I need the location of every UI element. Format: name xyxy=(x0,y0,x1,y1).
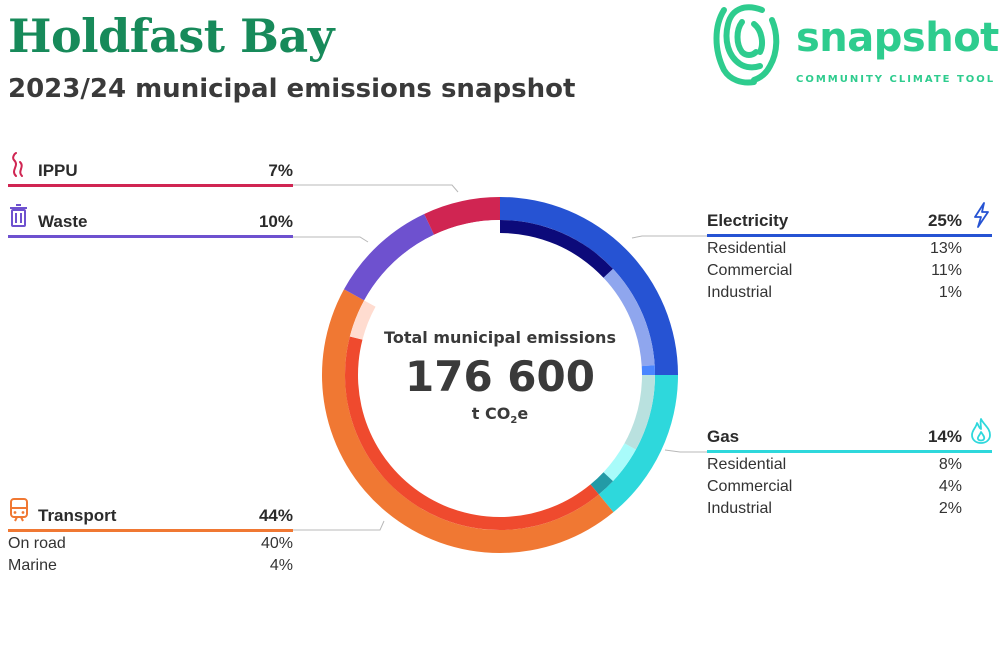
logo-tagline: COMMUNITY CLIMATE TOOL xyxy=(796,74,996,85)
fingerprint-icon xyxy=(713,4,780,86)
leader-line-electricity xyxy=(631,235,707,239)
donut-subslice-gas-commercial xyxy=(603,443,636,482)
leader-line-gas xyxy=(664,449,707,453)
category-electricity: Electricity 25% Residential 13% Commerci… xyxy=(707,202,992,303)
subcategory-name: Commercial xyxy=(707,478,793,495)
trash-icon xyxy=(10,204,27,227)
category-percent: 14% xyxy=(927,427,962,446)
donut-slice-waste xyxy=(344,213,435,301)
category-percent: 25% xyxy=(927,211,962,230)
category-percent: 10% xyxy=(258,212,293,231)
category-ippu: IPPU 7% xyxy=(8,152,293,187)
donut-subslice-transport-marine xyxy=(349,300,376,340)
subcategory-row: Industrial 2% xyxy=(707,497,962,519)
leader-line-waste xyxy=(293,236,369,243)
category-name: Electricity xyxy=(707,211,789,230)
donut-subslice-electricity-residential xyxy=(500,220,613,278)
page-subtitle: 2023/24 municipal emissions snapshot xyxy=(8,74,576,104)
donut-subslice-electricity-industrial xyxy=(641,365,655,375)
subcategory-row: Marine 4% xyxy=(8,554,293,576)
subcategory-percent: 13% xyxy=(929,240,962,257)
subcategory-name: Residential xyxy=(707,456,787,473)
smoke-icon xyxy=(12,152,23,177)
subcategory-row: On road 40% xyxy=(8,532,293,554)
flame-icon xyxy=(971,418,991,444)
subcategory-percent: 4% xyxy=(269,557,293,574)
subcategory-name: Residential xyxy=(707,240,787,257)
leader-line-ippu xyxy=(293,184,459,193)
subcategory-percent: 2% xyxy=(938,500,962,517)
donut-slice-gas xyxy=(598,375,678,513)
subcategory-name: On road xyxy=(8,535,66,552)
donut-slice-electricity xyxy=(500,197,678,375)
logo-wordmark: snapshot xyxy=(796,15,999,61)
subcategory-row: Commercial 4% xyxy=(707,475,962,497)
category-name: Waste xyxy=(38,212,88,231)
page-title: Holdfast Bay xyxy=(8,9,334,63)
subcategory-percent: 11% xyxy=(931,262,962,279)
category-waste: Waste 10% xyxy=(8,204,293,238)
category-name: Transport xyxy=(38,506,117,525)
center-label: Total municipal emissions xyxy=(384,328,616,347)
donut-inner-blank-ippu xyxy=(434,220,500,247)
donut-subslice-transport-on-road xyxy=(344,336,599,531)
subcategory-percent: 8% xyxy=(938,456,962,473)
subcategory-percent: 40% xyxy=(260,535,293,552)
subcategory-percent: 1% xyxy=(938,284,962,301)
subcategory-row: Residential 13% xyxy=(707,237,962,259)
donut-subslice-electricity-commercial xyxy=(603,268,655,367)
donut-inner-blank-waste xyxy=(364,234,440,307)
subcategory-row: Residential 8% xyxy=(707,453,962,475)
subcategory-row: Commercial 11% xyxy=(707,259,962,281)
center-total-value: 176 600 xyxy=(405,352,595,401)
category-name: Gas xyxy=(707,427,740,446)
subcategory-name: Commercial xyxy=(707,262,793,279)
subcategory-name: Industrial xyxy=(707,500,772,517)
train-icon xyxy=(10,498,28,522)
lightning-icon xyxy=(974,202,989,228)
subcategory-row: Industrial 1% xyxy=(707,281,962,303)
subcategory-percent: 4% xyxy=(938,478,962,495)
leader-line-transport xyxy=(293,520,385,531)
donut-slice-ippu xyxy=(424,197,500,235)
category-name: IPPU xyxy=(38,161,78,180)
donut-subslice-gas-residential xyxy=(624,375,655,450)
subcategory-name: Marine xyxy=(8,557,57,574)
center-unit: t CO2e xyxy=(471,404,529,427)
category-percent: 44% xyxy=(258,506,293,525)
snapshot-logo: snapshot COMMUNITY CLIMATE TOOL xyxy=(712,0,1000,92)
donut-slice-transport xyxy=(322,289,614,554)
category-percent: 7% xyxy=(268,161,293,180)
category-transport: Transport 44% On road 40% Marine 4% xyxy=(8,498,293,576)
subcategory-name: Industrial xyxy=(707,284,772,301)
donut-subslice-gas-industrial xyxy=(590,472,613,495)
category-gas: Gas 14% Residential 8% Commercial 4% Ind… xyxy=(707,418,992,519)
